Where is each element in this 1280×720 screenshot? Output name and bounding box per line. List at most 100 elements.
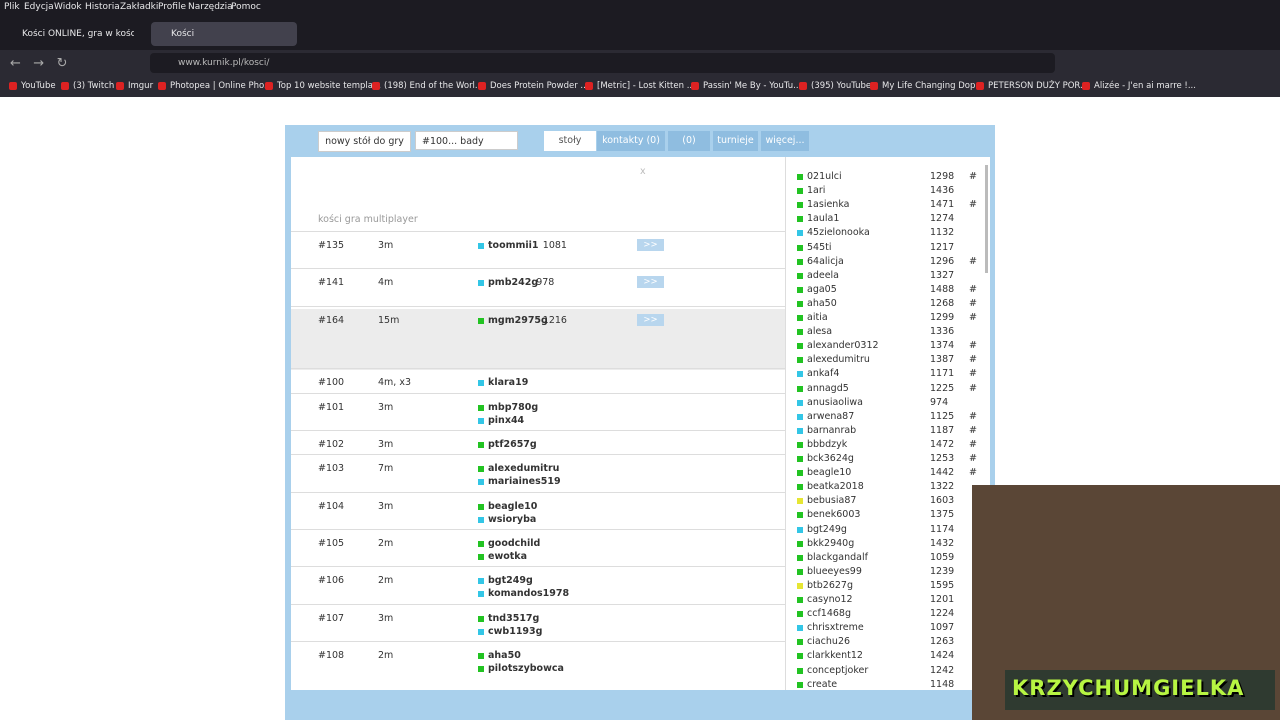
player-name[interactable]: tnd3517g	[488, 613, 540, 624]
user-name[interactable]: ankaf4	[807, 368, 840, 380]
user-name[interactable]: 1ari	[807, 185, 826, 197]
nav-tab[interactable]: turnieje	[713, 131, 758, 151]
user-name[interactable]: bck3624g	[807, 453, 854, 464]
user-name[interactable]: aha50	[807, 297, 837, 309]
user-name[interactable]: anusiaoliwa	[807, 396, 863, 408]
user-name[interactable]: alexander0312	[807, 340, 879, 352]
user-name[interactable]: aga05	[807, 283, 837, 295]
menu-item[interactable]: Historia	[85, 2, 120, 12]
user-name[interactable]: arwena87	[807, 410, 855, 422]
table-id[interactable]: #141	[318, 277, 345, 288]
tab-title[interactable]: Kości	[171, 29, 195, 39]
table-id[interactable]: #101	[318, 402, 345, 413]
user-name[interactable]: annagd5	[807, 382, 849, 394]
bookmark[interactable]: PETERSON DUŻY POR...	[988, 81, 1089, 91]
menu-item[interactable]: Pomoc	[231, 2, 261, 12]
user-name[interactable]: btb2627g	[807, 579, 853, 591]
player-name[interactable]: pinx44	[488, 415, 525, 426]
user-name[interactable]: benek6003	[807, 509, 861, 521]
join-button[interactable]: >>	[637, 239, 664, 251]
user-name[interactable]: 021ulci	[807, 171, 842, 182]
table-id[interactable]: #105	[318, 538, 345, 549]
user-name[interactable]: conceptjoker	[807, 664, 869, 676]
player-name[interactable]: pilotszybowca	[488, 663, 564, 674]
bookmark[interactable]: Alizée - J'en ai marre !...	[1094, 81, 1196, 91]
user-name[interactable]: 45zielonooka	[807, 227, 870, 239]
tab-title[interactable]: Kości ONLINE, gra w kości, zagr...	[22, 29, 134, 39]
menu-item[interactable]: Edycja	[24, 2, 54, 12]
user-name[interactable]: bbbdzyk	[807, 438, 848, 450]
menu-item[interactable]: Narzędzia	[188, 2, 233, 12]
join-button[interactable]: >>	[637, 276, 664, 288]
player-name[interactable]: klara19	[488, 377, 529, 388]
user-name[interactable]: adeela	[807, 269, 840, 281]
player-name[interactable]: aha50	[488, 650, 521, 661]
player-name[interactable]: mgm2975g	[488, 315, 548, 326]
user-name[interactable]: beatka2018	[807, 481, 864, 493]
nav-buttons[interactable]: ← → ↻	[10, 56, 68, 71]
user-name[interactable]: alexedumitru	[807, 354, 870, 366]
player-name[interactable]: mariaines519	[488, 476, 561, 487]
user-name[interactable]: ciachu26	[807, 636, 851, 648]
table-id[interactable]: #102	[318, 439, 345, 450]
user-name[interactable]: bkk2940g	[807, 537, 855, 549]
player-name[interactable]: komandos1978	[488, 588, 570, 599]
menu-item[interactable]: Profile	[158, 2, 186, 12]
bookmark[interactable]: (395) YouTube	[811, 81, 872, 91]
player-name[interactable]: alexedumitru	[488, 463, 560, 474]
table-id[interactable]: #104	[318, 501, 345, 512]
user-name[interactable]: blackgandalf	[807, 551, 868, 563]
nav-tab[interactable]: (0)	[668, 131, 710, 151]
room-select[interactable]: #100... bady	[415, 131, 518, 150]
close[interactable]: x	[640, 166, 646, 177]
table-id[interactable]: #100	[318, 377, 345, 388]
bookmark[interactable]: [Metric] - Lost Kitten ...	[597, 81, 695, 91]
bookmark[interactable]: Photopea | Online Pho...	[170, 81, 273, 91]
player-name[interactable]: cwb1193g	[488, 626, 543, 637]
join-button[interactable]: >>	[637, 314, 664, 326]
player-name[interactable]: mbp780g	[488, 402, 539, 413]
new-table-button[interactable]: nowy stół do gry	[318, 131, 411, 152]
table-id[interactable]: #108	[318, 650, 345, 661]
user-name[interactable]: beagle10	[807, 467, 852, 479]
nav-tab[interactable]: więcej...	[761, 131, 809, 151]
user-name[interactable]: 64alicja	[807, 255, 844, 267]
user-name[interactable]: barnanrab	[807, 424, 857, 436]
user-name[interactable]: 1aula1	[807, 213, 840, 225]
url-field[interactable]	[150, 53, 1055, 73]
user-name[interactable]: clarkkent12	[807, 650, 863, 662]
user-name[interactable]: casyno12	[807, 594, 853, 605]
bookmark[interactable]: My Life Changing Dop...	[882, 81, 984, 91]
player-name[interactable]: bgt249g	[488, 575, 533, 586]
table-id[interactable]: #107	[318, 613, 345, 624]
user-name[interactable]: create	[807, 678, 838, 690]
player-name[interactable]: ewotka	[488, 551, 528, 562]
bookmark[interactable]: YouTube	[21, 81, 56, 91]
bookmark[interactable]: (3) Twitch	[73, 81, 115, 91]
bookmark[interactable]: (198) End of the Worl...	[384, 81, 484, 91]
table-id[interactable]: #135	[318, 240, 345, 251]
bookmark[interactable]: Top 10 website templa...	[277, 81, 382, 91]
user-name[interactable]: 1asienka	[807, 199, 850, 211]
nav-tab[interactable]: kontakty (0)	[597, 131, 665, 151]
user-name[interactable]: bgt249g	[807, 523, 847, 535]
player-name[interactable]: beagle10	[488, 501, 538, 512]
user-name[interactable]: blueeyes99	[807, 565, 862, 577]
url[interactable]: www.kurnik.pl/kosci/	[178, 58, 270, 68]
active-tab[interactable]	[151, 22, 297, 46]
bookmark[interactable]: Imgur	[128, 81, 154, 91]
menu-item[interactable]: Plik	[4, 2, 20, 12]
table-id[interactable]: #103	[318, 463, 345, 474]
table-id[interactable]: #164	[318, 315, 345, 326]
player-name[interactable]: goodchild	[488, 538, 541, 549]
user-name[interactable]: bebusia87	[807, 495, 857, 507]
player-name[interactable]: pmb242g	[488, 277, 539, 288]
user-name[interactable]: 545ti	[807, 241, 832, 253]
user-name[interactable]: alesa	[807, 326, 833, 338]
menu-item[interactable]: Widok	[54, 2, 82, 12]
user-name[interactable]: aitia	[807, 312, 828, 323]
table-id[interactable]: #106	[318, 575, 345, 586]
player-name[interactable]: ptf2657g	[488, 439, 537, 450]
bookmark[interactable]: Does Protein Powder ...	[490, 81, 589, 91]
user-name[interactable]: ccf1468g	[807, 608, 851, 620]
